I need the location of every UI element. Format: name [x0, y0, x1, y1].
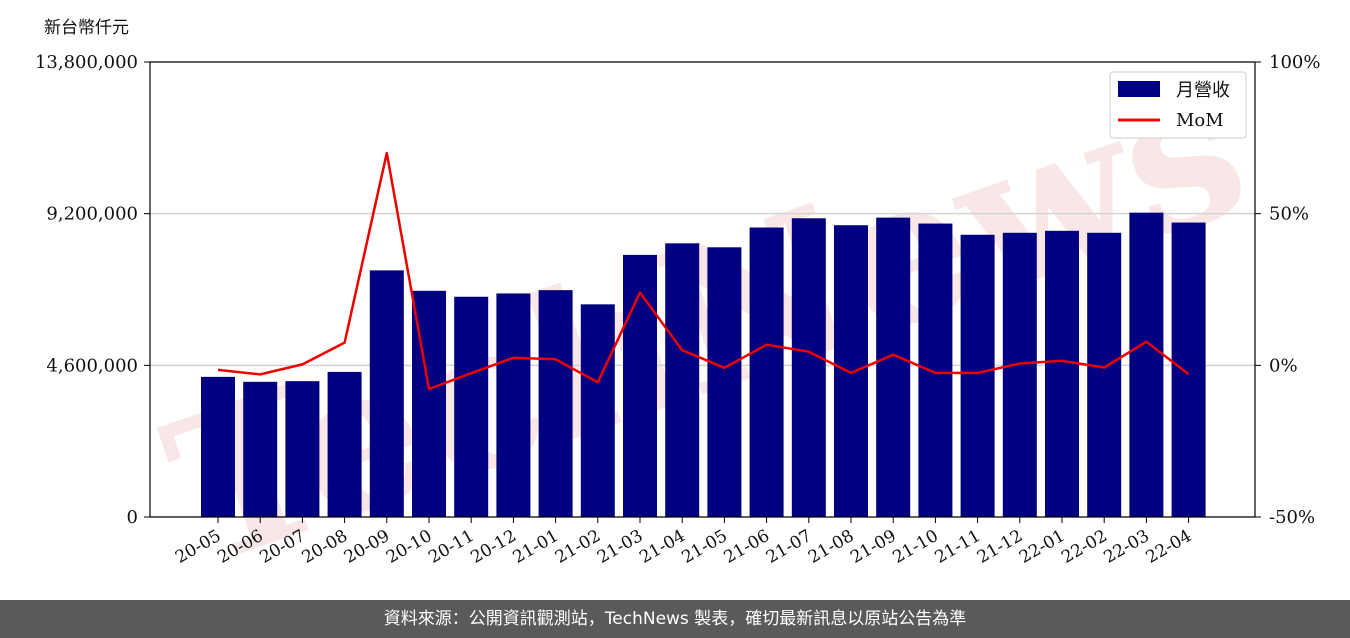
left-tick-label: 9,200,000 — [46, 204, 138, 225]
revenue-bar-21-02 — [580, 304, 615, 517]
revenue-bars — [201, 212, 1206, 518]
revenue-bar-20-09 — [369, 270, 404, 517]
revenue-bar-21-12 — [1002, 232, 1037, 517]
x-tick-label-21-11: 21-11 — [932, 526, 984, 568]
revenue-bar-22-04 — [1171, 222, 1206, 517]
revenue-bar-22-02 — [1087, 232, 1122, 517]
x-tick-label-22-04: 22-04 — [1143, 526, 1195, 568]
revenue-bar-21-03 — [623, 254, 657, 517]
mom-line — [217, 151, 1190, 391]
revenue-bar-22-03 — [1129, 212, 1164, 517]
revenue-bar-20-07 — [285, 381, 320, 517]
x-tick-label-21-01: 21-01 — [510, 526, 562, 568]
revenue-bar-22-01 — [1045, 230, 1079, 518]
revenue-bar-21-10 — [918, 223, 953, 517]
source-footer: 資料來源：公開資訊觀測站，TechNews 製表，確切最新訊息以原站公告為準 — [0, 600, 1350, 638]
left-tick-label: 4,600,000 — [46, 355, 138, 376]
revenue-bar-20-11 — [454, 296, 489, 517]
x-tick-label-21-07: 21-07 — [763, 526, 815, 568]
x-tick-label-22-03: 22-03 — [1100, 526, 1152, 568]
revenue-chart: TechNews 04,600,0009,200,00013,800,000-5… — [35, 18, 1321, 600]
right-tick-label: 0% — [1269, 355, 1298, 376]
revenue-bar-21-08 — [834, 225, 868, 517]
revenue-bar-21-04 — [665, 243, 700, 517]
revenue-bar-20-12 — [496, 293, 531, 517]
legend-label-mom: MoM — [1176, 110, 1224, 131]
legend: 月營收 MoM — [1109, 71, 1247, 139]
left-tick-label: 13,800,000 — [35, 52, 138, 73]
x-tick-label-22-02: 22-02 — [1058, 526, 1110, 568]
x-tick-label-21-09: 21-09 — [847, 526, 899, 568]
legend-label-revenue: 月營收 — [1176, 80, 1230, 101]
revenue-bar-21-05 — [707, 247, 742, 517]
x-tick-label-21-03: 21-03 — [594, 526, 646, 568]
mom-line-group — [217, 151, 1190, 391]
revenue-bar-20-06 — [243, 381, 278, 517]
revenue-bar-20-08 — [327, 371, 362, 517]
revenue-bar-21-07 — [791, 218, 826, 518]
legend-swatch-revenue — [1118, 81, 1160, 97]
x-tick-label-21-02: 21-02 — [552, 526, 604, 568]
x-tick-label-21-08: 21-08 — [805, 526, 857, 568]
x-tick-label-21-12: 21-12 — [974, 526, 1026, 568]
revenue-bar-21-11 — [960, 234, 995, 517]
x-tick-label-21-06: 21-06 — [721, 526, 773, 568]
revenue-bar-21-01 — [538, 290, 573, 517]
left-tick-label: 0 — [127, 507, 138, 528]
x-tick-label-21-10: 21-10 — [889, 526, 941, 568]
x-tick-label-22-01: 22-01 — [1016, 526, 1068, 568]
revenue-bar-21-06 — [749, 227, 784, 517]
x-tick-label-21-04: 21-04 — [636, 526, 688, 568]
revenue-bar-21-09 — [876, 217, 911, 518]
x-tick-label-21-05: 21-05 — [678, 526, 730, 568]
x-tick-label-20-12: 20-12 — [467, 526, 519, 568]
right-tick-label: 50% — [1269, 204, 1309, 225]
right-tick-label: 100% — [1269, 52, 1320, 73]
y-unit-label: 新台幣仟元 — [44, 18, 129, 38]
right-tick-label: -50% — [1269, 507, 1315, 528]
revenue-bar-20-05 — [201, 376, 235, 517]
